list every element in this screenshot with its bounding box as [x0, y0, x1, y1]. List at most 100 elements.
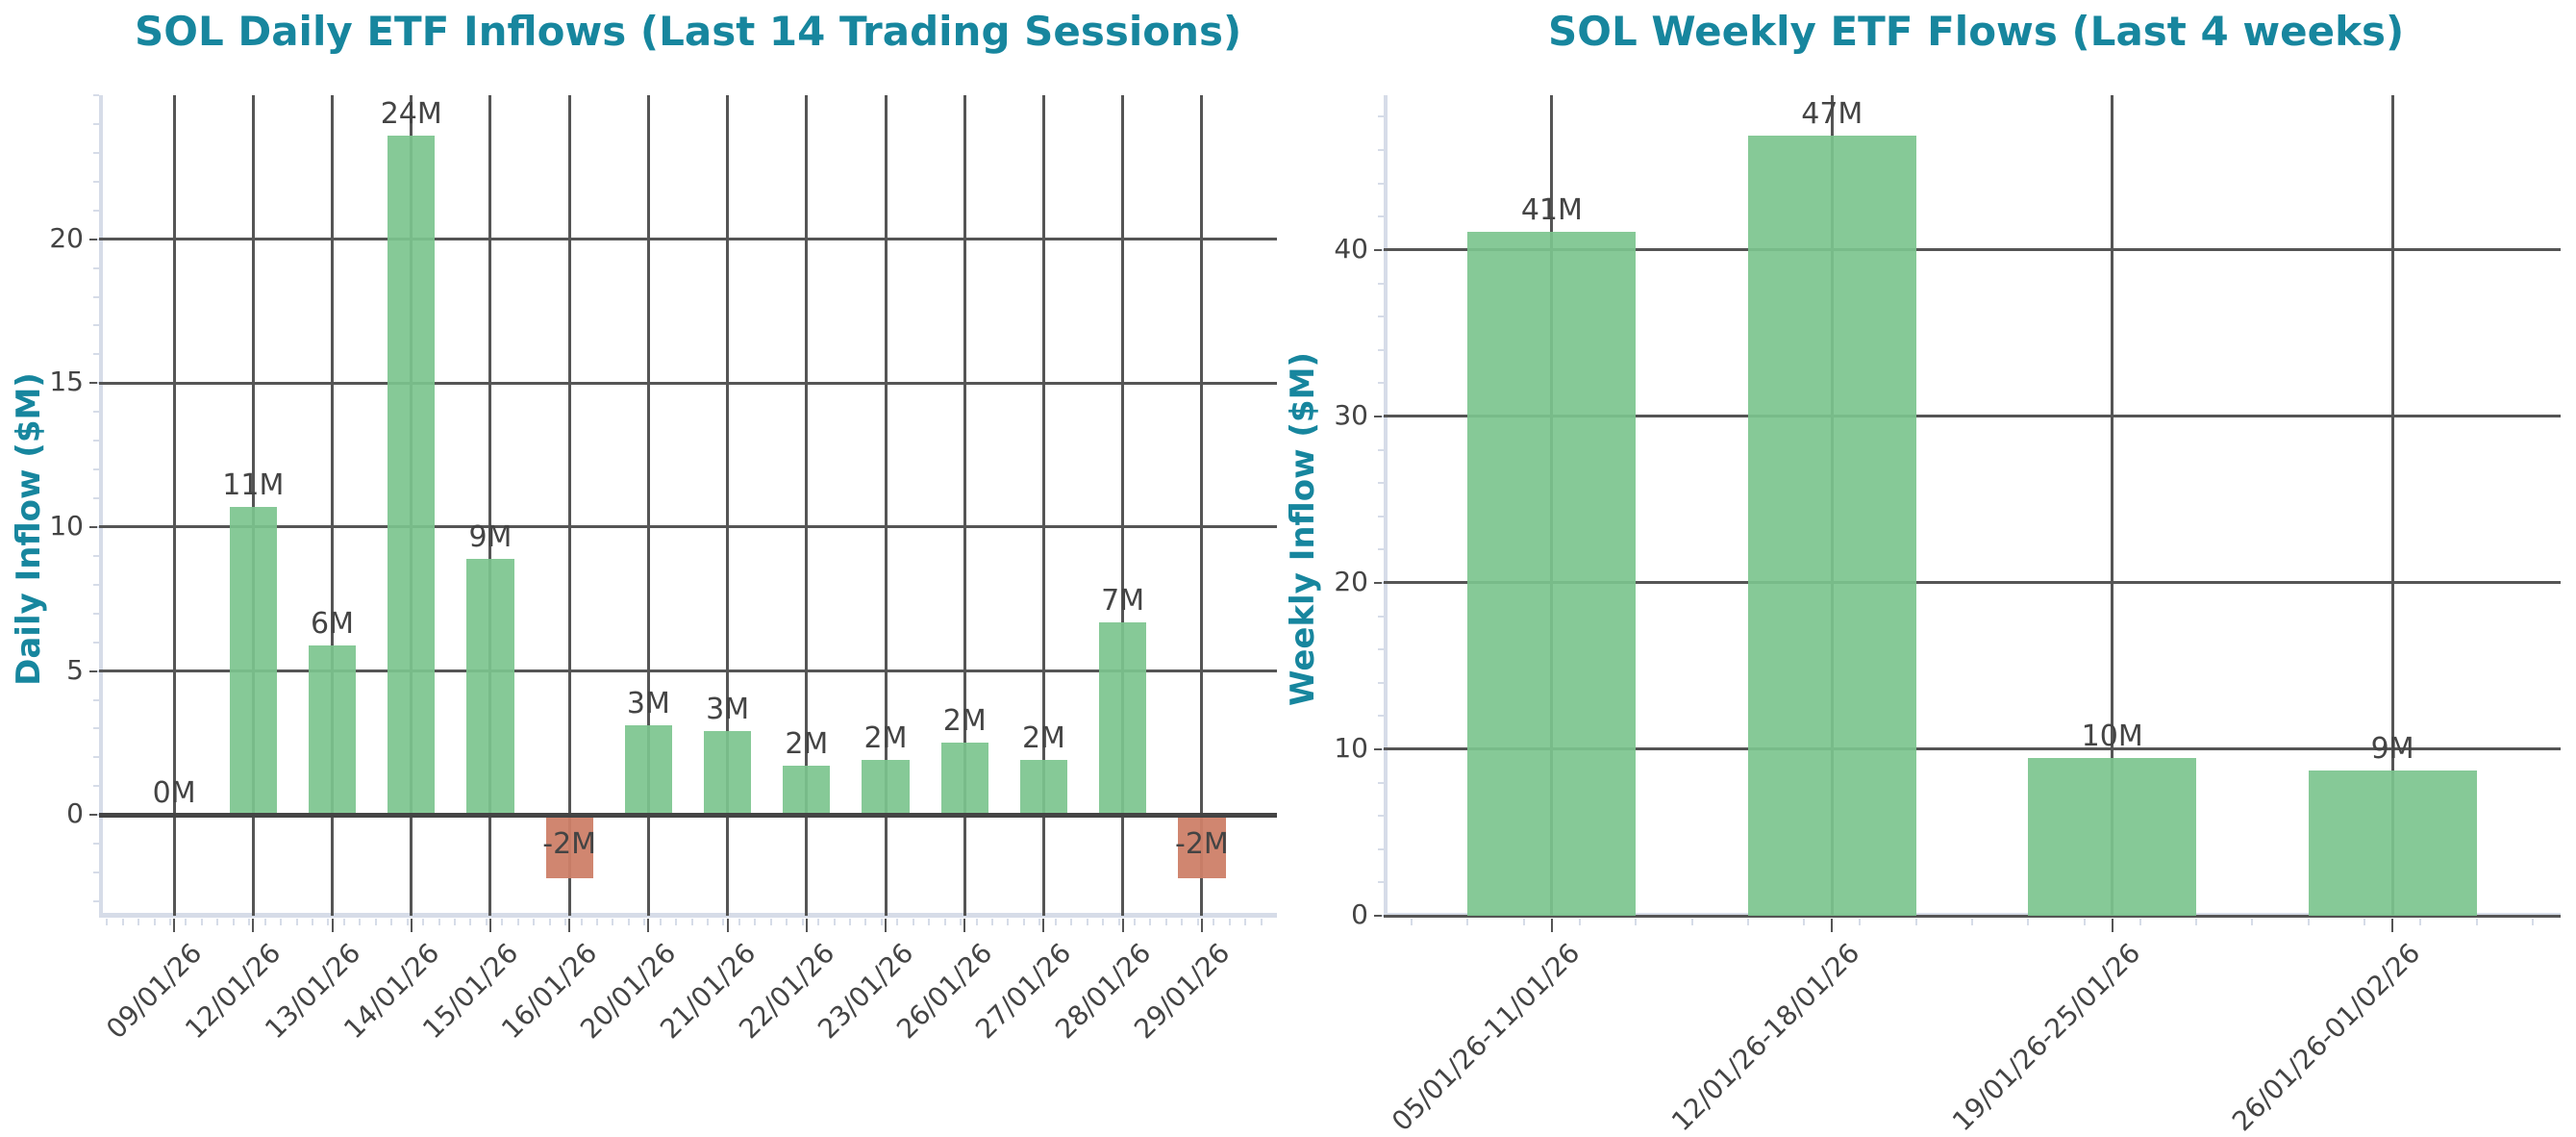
x-tick-mark — [488, 919, 491, 932]
minor-y-tick — [1378, 815, 1384, 818]
positive-bar[interactable] — [2028, 757, 2197, 916]
horizontal-gridline — [99, 381, 1277, 385]
minor-y-tick — [1378, 715, 1384, 718]
minor-y-tick — [93, 411, 99, 414]
x-tick-mark — [252, 919, 255, 932]
minor-x-tick — [2027, 919, 2030, 925]
minor-y-tick — [1378, 781, 1384, 784]
minor-x-tick — [1971, 919, 1973, 925]
minor-y-tick — [93, 583, 99, 586]
horizontal-gridline — [1384, 914, 2561, 918]
vertical-gridline — [251, 95, 255, 916]
minor-x-tick — [2363, 919, 2365, 925]
minor-y-tick — [1378, 448, 1384, 451]
minor-x-tick — [485, 919, 488, 925]
positive-bar[interactable] — [466, 558, 514, 816]
negative-bar[interactable] — [1178, 815, 1226, 879]
minor-y-tick — [93, 698, 99, 701]
plot-area: 0 10 20 30 40 41M 05/01/26-11/01/26 47M 12/01/26… — [1334, 95, 2561, 1137]
x-tick-label: 19/01/26-25/01/26 — [1945, 937, 2147, 1137]
positive-bar[interactable] — [2308, 771, 2477, 916]
minor-x-tick — [1690, 919, 1693, 925]
positive-bar[interactable] — [1747, 135, 1916, 916]
bar-value-label: -2M — [542, 827, 597, 862]
minor-x-tick — [1007, 919, 1010, 925]
bar-value-label: 3M — [626, 687, 670, 721]
negative-bar[interactable] — [545, 815, 593, 879]
minor-x-tick — [168, 919, 171, 925]
bar-value-label: 2M — [942, 704, 987, 739]
minor-x-tick — [1260, 919, 1263, 925]
minor-x-tick — [2531, 919, 2534, 925]
vertical-gridline — [1200, 95, 1204, 916]
minor-y-tick — [1378, 515, 1384, 518]
y-axis-spine — [99, 95, 103, 916]
minor-y-tick — [1378, 149, 1384, 152]
y-tick-mark — [89, 382, 97, 385]
positive-bar[interactable] — [388, 135, 436, 816]
x-tick-label: 05/01/26-11/01/26 — [1385, 937, 1587, 1137]
minor-x-tick — [1244, 919, 1247, 925]
minor-x-tick — [754, 919, 757, 925]
minor-y-tick — [93, 785, 99, 788]
positive-bar[interactable] — [624, 725, 673, 816]
minor-x-tick — [1746, 919, 1749, 925]
minor-x-tick — [185, 919, 188, 925]
minor-y-tick — [93, 756, 99, 759]
minor-y-tick — [1378, 548, 1384, 551]
minor-x-tick — [438, 919, 440, 925]
minor-x-tick — [374, 919, 377, 925]
minor-y-tick — [93, 872, 99, 874]
minor-x-tick — [232, 919, 235, 925]
horizontal-gridline — [1384, 248, 2561, 252]
y-tick-label: 10 — [49, 509, 84, 542]
minor-x-tick — [960, 919, 963, 925]
minor-y-tick — [1378, 615, 1384, 618]
vertical-gridline — [646, 95, 650, 916]
positive-bar[interactable] — [862, 760, 910, 816]
positive-bar[interactable] — [308, 644, 357, 816]
bar-value-label: 6M — [311, 606, 355, 641]
minor-x-tick — [817, 919, 820, 925]
minor-x-tick — [153, 919, 156, 925]
minor-x-tick — [1181, 919, 1184, 925]
minor-x-tick — [1086, 919, 1088, 925]
minor-x-tick — [1102, 919, 1105, 925]
minor-x-tick — [975, 919, 978, 925]
positive-bar[interactable] — [1467, 231, 1637, 916]
y-tick-mark — [89, 525, 97, 528]
minor-x-tick — [406, 919, 409, 925]
vertical-gridline — [1041, 95, 1045, 916]
minor-y-tick — [93, 843, 99, 846]
minor-x-tick — [2195, 919, 2198, 925]
positive-bar[interactable] — [703, 731, 752, 816]
positive-bar[interactable] — [1099, 621, 1147, 816]
x-tick-mark — [410, 919, 413, 932]
minor-x-tick — [1164, 919, 1167, 925]
y-tick-label: 0 — [66, 797, 84, 830]
minor-x-tick — [469, 919, 472, 925]
minor-x-tick — [280, 919, 283, 925]
horizontal-gridline — [1384, 415, 2561, 418]
minor-x-tick — [200, 919, 203, 925]
minor-y-tick — [93, 209, 99, 212]
positive-bar[interactable] — [783, 766, 831, 816]
minor-x-tick — [580, 919, 583, 925]
x-tick-mark — [2111, 919, 2113, 932]
minor-x-tick — [1522, 919, 1525, 925]
minor-x-tick — [1134, 919, 1136, 925]
minor-x-tick — [627, 919, 630, 925]
y-tick-mark — [1374, 747, 1382, 750]
positive-bar[interactable] — [229, 506, 277, 816]
positive-bar[interactable] — [1019, 760, 1068, 816]
minor-y-tick — [1378, 382, 1384, 385]
minor-x-tick — [1228, 919, 1231, 925]
minor-x-tick — [501, 919, 504, 925]
bar-value-label: 3M — [706, 693, 750, 727]
bar-value-label: 9M — [2370, 732, 2414, 767]
vertical-gridline — [1121, 95, 1125, 916]
minor-y-tick — [1378, 282, 1384, 285]
positive-bar[interactable] — [940, 743, 988, 816]
minor-y-tick — [1378, 681, 1384, 684]
x-tick-mark — [568, 919, 571, 932]
